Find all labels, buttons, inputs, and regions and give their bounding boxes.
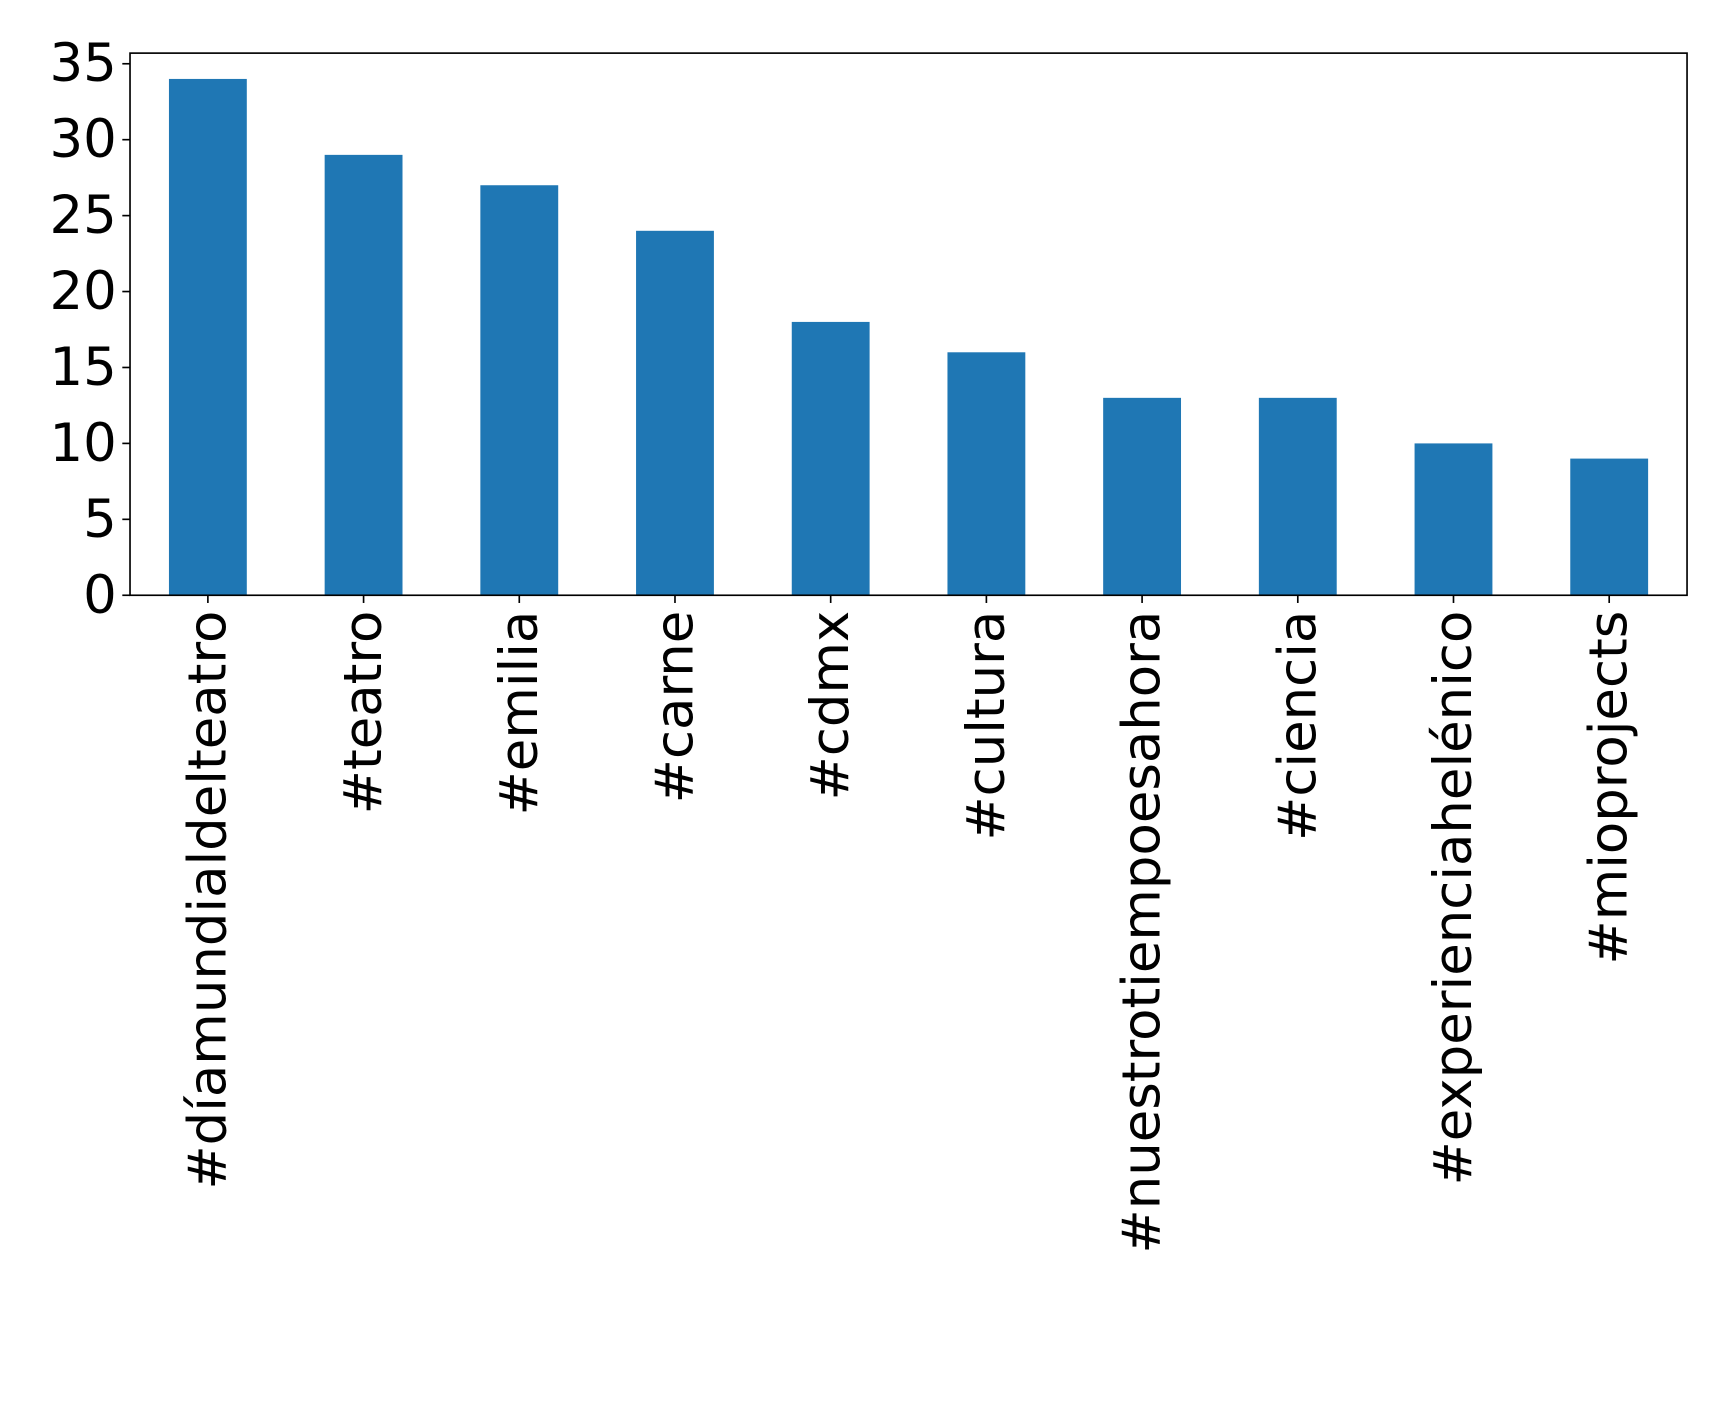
bar: [1103, 397, 1182, 596]
y-tick-label: 15: [50, 337, 117, 398]
x-tick-label: #nuestrotiempoesahora: [1112, 611, 1173, 1254]
y-tick-label: 0: [83, 565, 117, 626]
y-tick-label: 25: [50, 185, 117, 246]
y-tick-label: 35: [50, 33, 117, 94]
bar: [1570, 458, 1649, 596]
bar: [947, 352, 1026, 596]
y-tick-label: 30: [50, 109, 117, 170]
bar: [168, 78, 247, 596]
plot-frame: [129, 52, 1688, 597]
y-tick-label: 5: [83, 489, 117, 550]
bar: [1258, 397, 1337, 596]
bar: [1414, 443, 1493, 596]
bar: [324, 154, 403, 596]
y-tick-label: 10: [50, 413, 117, 474]
x-tick-label: #emilia: [489, 611, 550, 816]
x-tick-label: #cultura: [956, 611, 1017, 841]
bar: [636, 230, 714, 596]
x-tick-label: #carne: [644, 611, 705, 804]
x-tick-label: #teatro: [333, 611, 394, 815]
x-tick-label: #experienciahelénico: [1423, 611, 1484, 1186]
x-tick-label: #ciencia: [1267, 611, 1328, 841]
y-tick-label: 20: [50, 261, 117, 322]
bar: [791, 321, 870, 596]
x-tick-label: #mioprojects: [1579, 611, 1640, 965]
x-tick-label: #díamundialdelteatro: [177, 611, 238, 1190]
bar: [480, 185, 559, 596]
x-tick-label: #cdmx: [800, 611, 861, 801]
